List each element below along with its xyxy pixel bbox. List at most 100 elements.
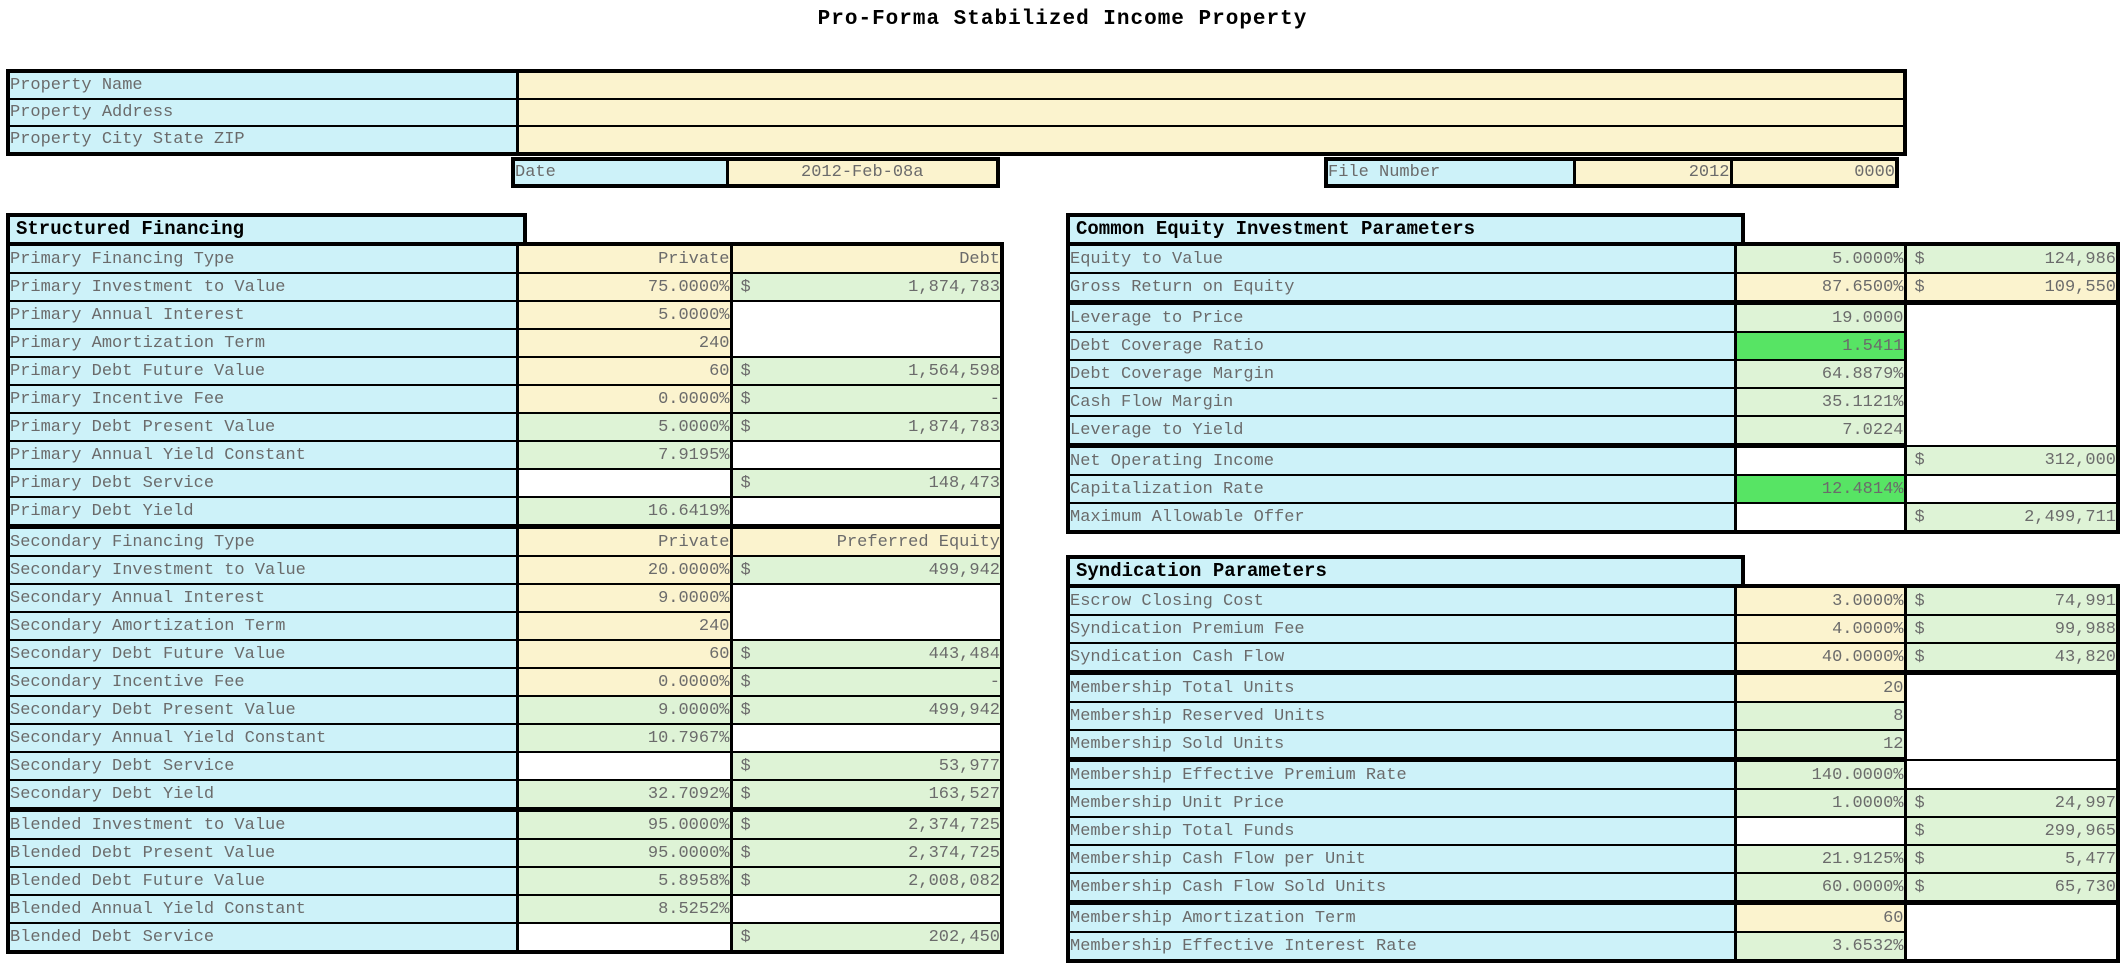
currency-symbol: $ (1914, 849, 1925, 869)
row-label: Primary Annual Interest (6, 300, 519, 330)
empty-cell (515, 468, 733, 498)
value-cell[interactable]: 40.0000% (1733, 642, 1907, 675)
property-row-input[interactable] (515, 125, 1907, 155)
row-label: Primary Amortization Term (6, 328, 519, 358)
table-row: Property City State ZIP (6, 125, 1907, 155)
money-cell: $2,008,082 (729, 866, 1004, 896)
value-cell[interactable]: 75.0000% (515, 272, 733, 302)
empty-cell (729, 300, 1004, 358)
money-cell: $2,499,711 (1903, 502, 2120, 533)
property-row-label: Property Address (6, 98, 519, 127)
row-label: Gross Return on Equity (1066, 272, 1737, 305)
value-cell: 5.0000% (515, 412, 733, 442)
money-cell: $499,942 (729, 695, 1004, 725)
money-cell: $24,997 (1903, 788, 2120, 818)
value-cell[interactable]: 60 (515, 639, 733, 669)
file-number-year[interactable]: 2012 (1572, 158, 1733, 187)
value-cell: 32.7092% (515, 779, 733, 812)
value-cell[interactable]: 60 (515, 356, 733, 386)
syndication-section: Syndication Parameters Escrow Closing Co… (1066, 555, 2120, 963)
row-label: Membership Total Funds (1066, 816, 1737, 846)
amount: 65,730 (2054, 877, 2116, 897)
empty-cell (1903, 901, 2120, 962)
value-cell[interactable]: 240 (515, 611, 733, 641)
value-cell: 1.5411 (1733, 331, 1907, 361)
value-cell[interactable]: Private (515, 525, 733, 557)
money-cell[interactable]: $109,550 (1903, 272, 2120, 305)
value-cell[interactable]: Preferred Equity (729, 525, 1004, 557)
money-cell: $148,473 (729, 468, 1004, 498)
table-row: Syndication Premium Fee 4.0000% $99,988 (1066, 614, 2120, 644)
currency-symbol: $ (1914, 793, 1925, 813)
row-label: Membership Total Units (1066, 671, 1737, 703)
value-cell[interactable]: Debt (729, 243, 1004, 274)
table-row: Primary Annual Yield Constant 7.9195% (6, 440, 1004, 470)
amount: 1,874,783 (908, 417, 1000, 437)
file-number-value[interactable]: 0000 (1729, 158, 1899, 187)
row-label: Cash Flow Margin (1066, 387, 1737, 417)
row-label: Capitalization Rate (1066, 474, 1737, 504)
currency-symbol: $ (740, 672, 751, 692)
value-cell[interactable]: 0.0000% (515, 667, 733, 697)
property-row-input[interactable] (515, 70, 1907, 100)
money-cell: $443,484 (729, 639, 1004, 669)
money-cell: $99,988 (1903, 614, 2120, 644)
row-label: Blended Annual Yield Constant (6, 894, 519, 924)
row-label: Blended Debt Future Value (6, 866, 519, 896)
table-row: Membership Cash Flow per Unit 21.9125% $5,… (1066, 844, 2120, 874)
row-label: Blended Investment to Value (6, 808, 519, 840)
empty-cell (1903, 474, 2120, 504)
table-row: Property Name (6, 70, 1907, 100)
value-cell: 10.7967% (515, 723, 733, 753)
syndication-table: Escrow Closing Cost 3.0000% $74,991 Syndica… (1066, 584, 2120, 963)
table-row: Primary Investment to Value 75.0000% $1,87… (6, 272, 1004, 302)
row-label: Debt Coverage Ratio (1066, 331, 1737, 361)
amount: 2,374,725 (908, 815, 1000, 835)
value-cell[interactable]: 20.0000% (515, 555, 733, 585)
row-label: Equity to Value (1066, 243, 1737, 274)
value-cell[interactable]: 5.0000% (515, 300, 733, 330)
amount: - (989, 389, 1000, 409)
value-cell: 1.0000% (1733, 788, 1907, 818)
row-label: Net Operating Income (1066, 444, 1737, 476)
common-equity-section: Common Equity Investment Parameters Equi… (1066, 213, 2120, 534)
money-cell: $1,564,598 (729, 356, 1004, 386)
amount: 109,550 (2044, 277, 2116, 297)
currency-symbol: $ (740, 756, 751, 776)
currency-symbol: $ (1914, 647, 1925, 667)
empty-cell (1903, 671, 2120, 761)
value-cell[interactable]: 60 (1733, 901, 1907, 933)
currency-symbol: $ (740, 389, 751, 409)
money-cell: $1,874,783 (729, 412, 1004, 442)
value-cell[interactable]: 0.0000% (515, 384, 733, 414)
table-row: Maximum Allowable Offer $2,499,711 (1066, 502, 2120, 533)
currency-symbol: $ (740, 644, 751, 664)
date-input[interactable]: 2012-Feb-08a (725, 158, 1000, 187)
value-cell[interactable]: 240 (515, 328, 733, 358)
row-label: Primary Incentive Fee (6, 384, 519, 414)
value-cell: 95.0000% (515, 838, 733, 868)
value-cell: 8.5252% (515, 894, 733, 924)
value-cell[interactable]: 20 (1733, 671, 1907, 703)
row-label: Membership Sold Units (1066, 729, 1737, 762)
value-cell[interactable]: 87.6500% (1733, 272, 1907, 305)
table-row: Secondary Investment to Value 20.0000% $49… (6, 555, 1004, 585)
table-row: Property Address (6, 98, 1907, 127)
row-label: Membership Cash Flow Sold Units (1066, 872, 1737, 905)
value-cell[interactable]: 3.0000% (1733, 585, 1907, 616)
amount: 99,988 (2054, 619, 2116, 639)
amount: 74,991 (2054, 591, 2116, 611)
currency-symbol: $ (1914, 507, 1925, 527)
currency-symbol: $ (740, 700, 751, 720)
row-label: Secondary Amortization Term (6, 611, 519, 641)
money-cell: $2,374,725 (729, 808, 1004, 840)
value-cell[interactable]: Private (515, 243, 733, 274)
amount: 2,008,082 (908, 871, 1000, 891)
table-row: Secondary Debt Yield 32.7092% $163,527 (6, 779, 1004, 812)
value-cell[interactable]: 4.0000% (1733, 614, 1907, 644)
table-row: Secondary Debt Future Value 60 $443,484 (6, 639, 1004, 669)
value-cell[interactable]: 9.0000% (515, 583, 733, 613)
property-row-input[interactable] (515, 98, 1907, 127)
money-cell: $53,977 (729, 751, 1004, 781)
currency-symbol: $ (1914, 249, 1925, 269)
